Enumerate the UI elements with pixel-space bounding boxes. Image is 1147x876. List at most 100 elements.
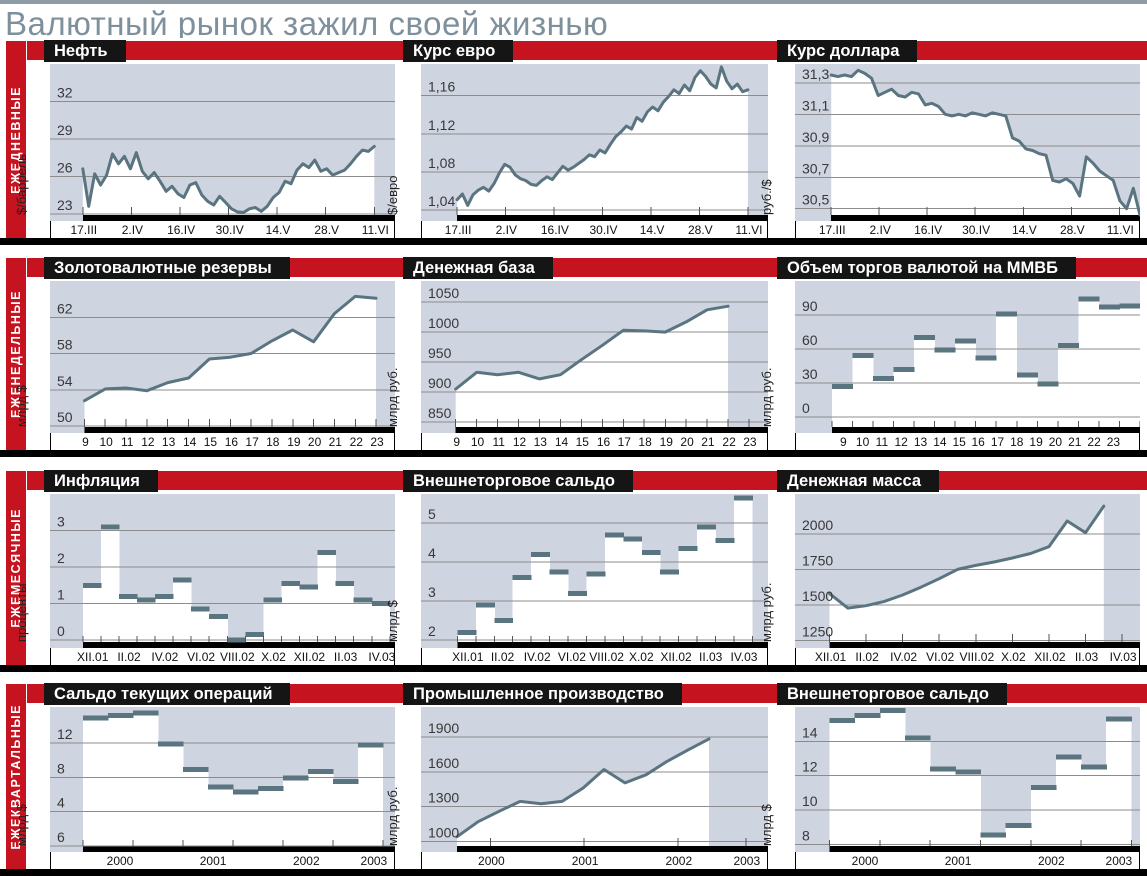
- y-axis-label: 1900: [428, 720, 459, 736]
- x-axis-label: 19: [1029, 435, 1043, 449]
- y-axis-label: 1,16: [428, 79, 455, 95]
- x-axis-strip: 9 10 11 12 13 14 15 16 17 18 19 20 21 22 23: [795, 433, 1140, 450]
- x-axis-label: 16.IV: [540, 223, 569, 237]
- y-axis-label: 1600: [428, 755, 459, 771]
- x-axis-label: 2002: [292, 854, 320, 868]
- y-axis-label: 62: [57, 300, 73, 316]
- x-axis-label: IV.03: [1109, 650, 1137, 664]
- x-axis-label: 14.V: [1012, 223, 1037, 237]
- y-axis-label: 4: [57, 795, 65, 811]
- y-axis-label: 31,3: [802, 66, 829, 82]
- x-axis-label: 2.IV: [495, 223, 517, 237]
- y-axis-label: 14: [802, 724, 818, 740]
- panel-monthly: ЕЖЕМЕСЯЧНЫЕ Инфляция проценты 3 2 1 0 XII.01 II…: [0, 468, 1147, 665]
- y-axis-label: 1250: [802, 624, 833, 640]
- y-axis-label: 6: [57, 829, 65, 845]
- y-axis-label: 2: [57, 550, 65, 566]
- y-axis-label: 30,9: [802, 129, 829, 145]
- x-axis-label: 20: [307, 435, 322, 449]
- chart-title: Внешнеторговое сальдо: [777, 683, 1007, 705]
- plot-area-step: 3 2 1 0: [50, 494, 395, 648]
- x-axis-label: 11.VI: [361, 223, 389, 237]
- x-axis-label: XII.02: [1034, 650, 1066, 664]
- x-axis-label: 14.V: [265, 223, 291, 237]
- x-axis-label: 9: [839, 435, 847, 449]
- chart-title: Внешнеторговое сальдо: [403, 470, 633, 492]
- x-axis-label: 18: [266, 435, 280, 449]
- x-axis-label: 2.IV: [121, 223, 144, 237]
- y-axis-label: 3: [57, 514, 65, 530]
- y-axis-label: 1,04: [428, 193, 455, 209]
- y-axis-label: 8: [802, 827, 810, 843]
- x-axis-label: 10: [470, 435, 485, 449]
- x-axis-label: 2000: [851, 854, 879, 868]
- x-axis-label: IV.02: [151, 650, 179, 664]
- chart-title: Сальдо текущих операций: [44, 683, 291, 705]
- sidebar-daily: ЕЖЕДНЕВНЫЕ: [6, 41, 26, 238]
- x-axis-label: XII.01: [77, 650, 109, 664]
- x-axis-label: 30.IV: [215, 223, 244, 237]
- y-axis-label: 0: [802, 400, 810, 416]
- x-axis-strip: 9 10 11 12 13 14 15 16 17 18 19 20 21 22 23: [50, 433, 395, 450]
- x-axis-label: 11: [120, 435, 134, 449]
- x-axis-label: 20: [1048, 435, 1063, 449]
- plot-area-step: 14 12 10 8: [795, 707, 1140, 852]
- x-axis-label: 22: [722, 435, 736, 449]
- x-axis-label: 2001: [571, 854, 599, 868]
- x-axis-label: 14.V: [639, 223, 665, 237]
- page-title: Валютный рынок зажил своей жизнью: [5, 5, 609, 42]
- y-axis-label: 30: [802, 366, 818, 382]
- axis-unit-label: млрд $: [759, 804, 774, 846]
- x-axis-label: II.03: [1074, 650, 1099, 664]
- x-axis-label: 9: [82, 435, 89, 449]
- x-axis-label: 11.VI: [735, 223, 763, 237]
- x-axis-label: X.02: [628, 650, 654, 664]
- x-axis-label: 15: [203, 435, 218, 449]
- y-axis-label: 54: [57, 373, 73, 389]
- x-axis-label: 17.III: [70, 223, 98, 237]
- x-axis-label: 23: [743, 435, 757, 449]
- y-axis-label: 23: [57, 197, 73, 213]
- y-axis-label: 1000: [428, 315, 459, 331]
- plot-area-line: 62 58 54 50: [50, 281, 395, 433]
- y-axis-label: 10: [802, 793, 818, 809]
- x-axis-label: 17.III: [444, 223, 472, 237]
- x-axis-label: 18: [1010, 435, 1024, 449]
- x-axis-label: 28.V: [314, 223, 340, 237]
- x-axis-label: VIII.02: [589, 650, 624, 664]
- x-axis-label: X.02: [261, 650, 286, 664]
- x-axis-label: 16: [971, 435, 985, 449]
- x-axis-strip: 2000 2001 2002 2003: [795, 852, 1140, 869]
- y-axis-label: 31,1: [802, 97, 829, 113]
- x-axis-label: 11.VI: [1106, 223, 1134, 237]
- header-bar: [27, 41, 1147, 60]
- x-axis-label: X.02: [1000, 650, 1026, 664]
- chart-title: Промышленное производство: [403, 683, 682, 705]
- x-axis-label: IV.03: [368, 650, 396, 664]
- chart-title: Курс доллара: [777, 40, 918, 62]
- x-axis-label: XII.02: [660, 650, 692, 664]
- chart-title: Денежная масса: [777, 470, 940, 492]
- y-axis-label: 1050: [428, 285, 459, 301]
- x-axis-label: 2000: [478, 854, 505, 868]
- x-axis-label: 19: [659, 435, 673, 449]
- y-axis-label: 32: [57, 84, 73, 100]
- axis-unit-label: млрд $: [14, 385, 29, 427]
- plot-area-line: 1050 1000 950 900 850: [421, 281, 768, 433]
- x-axis-label: 22: [1087, 435, 1101, 449]
- axis-unit-label: проценты: [14, 583, 29, 642]
- plot-area-line: 2000 1750 1500 1250: [795, 494, 1140, 648]
- x-axis-label: 2003: [1105, 854, 1133, 868]
- x-axis-label: 9: [453, 435, 461, 449]
- y-axis-label: 26: [57, 159, 73, 175]
- x-axis-label: 2002: [1037, 854, 1065, 868]
- plot-area-step: 12 8 4 6: [50, 707, 395, 852]
- x-axis-label: 16.IV: [914, 223, 943, 237]
- x-axis-label: 17: [990, 435, 1005, 449]
- x-axis-label: 2003: [733, 854, 761, 868]
- x-axis-label: II.02: [117, 650, 141, 664]
- x-axis-strip: XII.01 II.02 IV.02 VI.02 VIII.02 X.02 XII.02 II…: [50, 648, 395, 665]
- x-axis-label: 12: [141, 435, 155, 449]
- x-axis-strip: 17.III 2.IV 16.IV 30.IV 14.V 28.V 11.VI: [421, 221, 768, 238]
- x-axis-label: 16: [596, 435, 611, 449]
